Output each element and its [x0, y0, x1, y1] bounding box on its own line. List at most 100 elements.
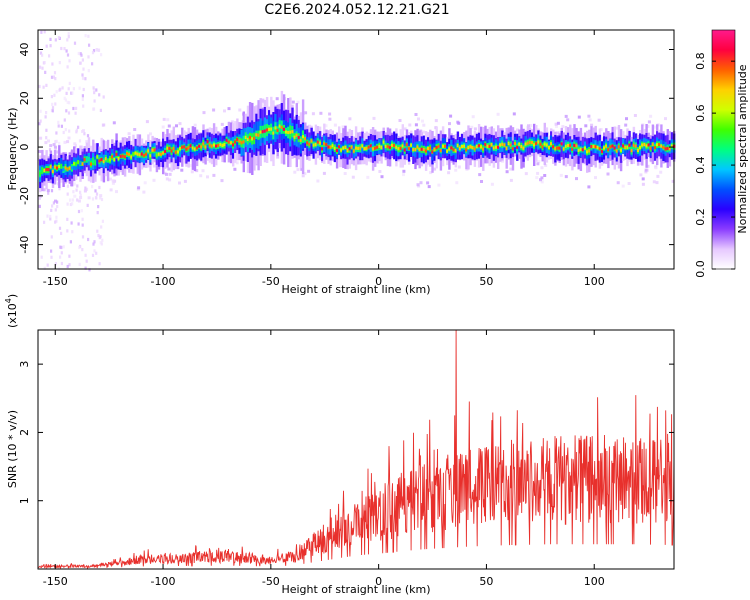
heatmap-cell [39, 51, 43, 55]
heatmap-cell [77, 125, 80, 129]
heatmap-cell [278, 124, 281, 128]
heatmap-cell [66, 229, 69, 233]
y-tick-label: 3 [18, 361, 31, 368]
heatmap-cell [133, 128, 137, 131]
heatmap-cell [225, 138, 228, 142]
heatmap-cell [668, 147, 672, 151]
heatmap-cell [49, 217, 52, 221]
heatmap-cell [520, 145, 523, 149]
heatmap-cell [573, 143, 576, 147]
heatmap-cell [232, 143, 235, 147]
heatmap-cell [63, 47, 66, 51]
heatmap-cell [71, 91, 74, 95]
heatmap-cell [81, 223, 84, 227]
heatmap-cell [96, 211, 99, 215]
heatmap-cell [454, 168, 458, 172]
heatmap-cell [328, 112, 332, 116]
heatmap-cell [67, 32, 70, 36]
spectrogram-frame [37, 29, 675, 270]
heatmap-cell [646, 124, 650, 128]
heatmap-cell [71, 198, 74, 202]
heatmap-cell [86, 134, 90, 138]
heatmap-cell [73, 182, 76, 186]
heatmap-cell [210, 144, 214, 148]
heatmap-cell [201, 169, 205, 173]
heatmap-cell [40, 255, 43, 259]
heatmap-cell [221, 143, 224, 147]
heatmap-cell [179, 147, 182, 151]
spectrogram-y-label: Frequency (Hz) [6, 108, 19, 191]
heatmap-cell [564, 175, 568, 179]
heatmap-cell [162, 151, 165, 155]
heatmap-cell [143, 181, 147, 185]
heatmap-cell [380, 175, 384, 179]
heatmap-cell [63, 96, 66, 100]
heatmap-cell [93, 91, 96, 95]
heatmap-cell [424, 149, 428, 153]
heatmap-cell [99, 108, 102, 112]
heatmap-cell [189, 144, 192, 148]
heatmap-cell [84, 266, 87, 270]
heatmap-cell [62, 130, 65, 135]
heatmap-cell [106, 158, 110, 163]
heatmap-cell [45, 83, 48, 87]
heatmap-cell [100, 197, 104, 202]
heatmap-cell [83, 158, 86, 162]
heatmap-cell [473, 127, 477, 131]
heatmap-cell [435, 146, 438, 150]
heatmap-cell [447, 171, 451, 175]
heatmap-cell [51, 62, 54, 66]
heatmap-cell [566, 118, 570, 122]
heatmap-cell [72, 190, 75, 194]
heatmap-cell [39, 109, 42, 113]
heatmap-cell [180, 168, 184, 172]
y-tick-label: 40 [18, 43, 31, 57]
heatmap-cell [72, 87, 75, 91]
heatmap-cell [448, 147, 451, 151]
x-tick-label: -50 [262, 575, 280, 588]
heatmap-cell [181, 145, 184, 149]
heatmap-cell [117, 157, 120, 161]
heatmap-cell [524, 172, 528, 176]
heatmap-cell [73, 162, 76, 166]
heatmap-cell [82, 104, 85, 108]
heatmap-cell [352, 149, 356, 153]
heatmap-cell [66, 53, 70, 57]
heatmap-cell [449, 114, 453, 118]
heatmap-cell [653, 146, 657, 150]
snr-frame [37, 329, 675, 570]
x-tick-label: 100 [584, 275, 605, 288]
heatmap-cell [327, 145, 330, 149]
heatmap-cell [168, 178, 172, 182]
heatmap-cell [64, 128, 67, 132]
heatmap-cell [398, 119, 402, 122]
heatmap-cell [429, 146, 432, 150]
heatmap-cell [91, 253, 95, 257]
heatmap-cell [535, 141, 538, 145]
heatmap-cell [372, 116, 376, 120]
heatmap-cell [38, 122, 41, 126]
heatmap-cell [328, 117, 332, 121]
heatmap-cell [255, 133, 258, 137]
heatmap-cell [507, 141, 510, 145]
heatmap-cell [486, 144, 489, 148]
heatmap-cell [480, 145, 483, 149]
heatmap-cell [68, 81, 71, 85]
heatmap-cell [55, 131, 58, 135]
heatmap-cell [636, 148, 640, 152]
heatmap-cell [52, 143, 56, 147]
heatmap-cell [229, 141, 233, 145]
heatmap-cell [145, 120, 149, 124]
heatmap-cell [456, 143, 460, 148]
heatmap-cell [439, 148, 443, 153]
heatmap-cell [54, 38, 57, 42]
heatmap-cell [95, 88, 98, 92]
heatmap-cell [399, 146, 402, 150]
heatmap-cell [484, 143, 487, 147]
heatmap-cell [276, 155, 280, 159]
heatmap-cell [69, 202, 72, 207]
heatmap-cell [555, 131, 559, 135]
heatmap-cell [183, 179, 187, 183]
heatmap-cell [93, 99, 96, 103]
snr-y-label: SNR (10 * v/v) [6, 410, 19, 488]
